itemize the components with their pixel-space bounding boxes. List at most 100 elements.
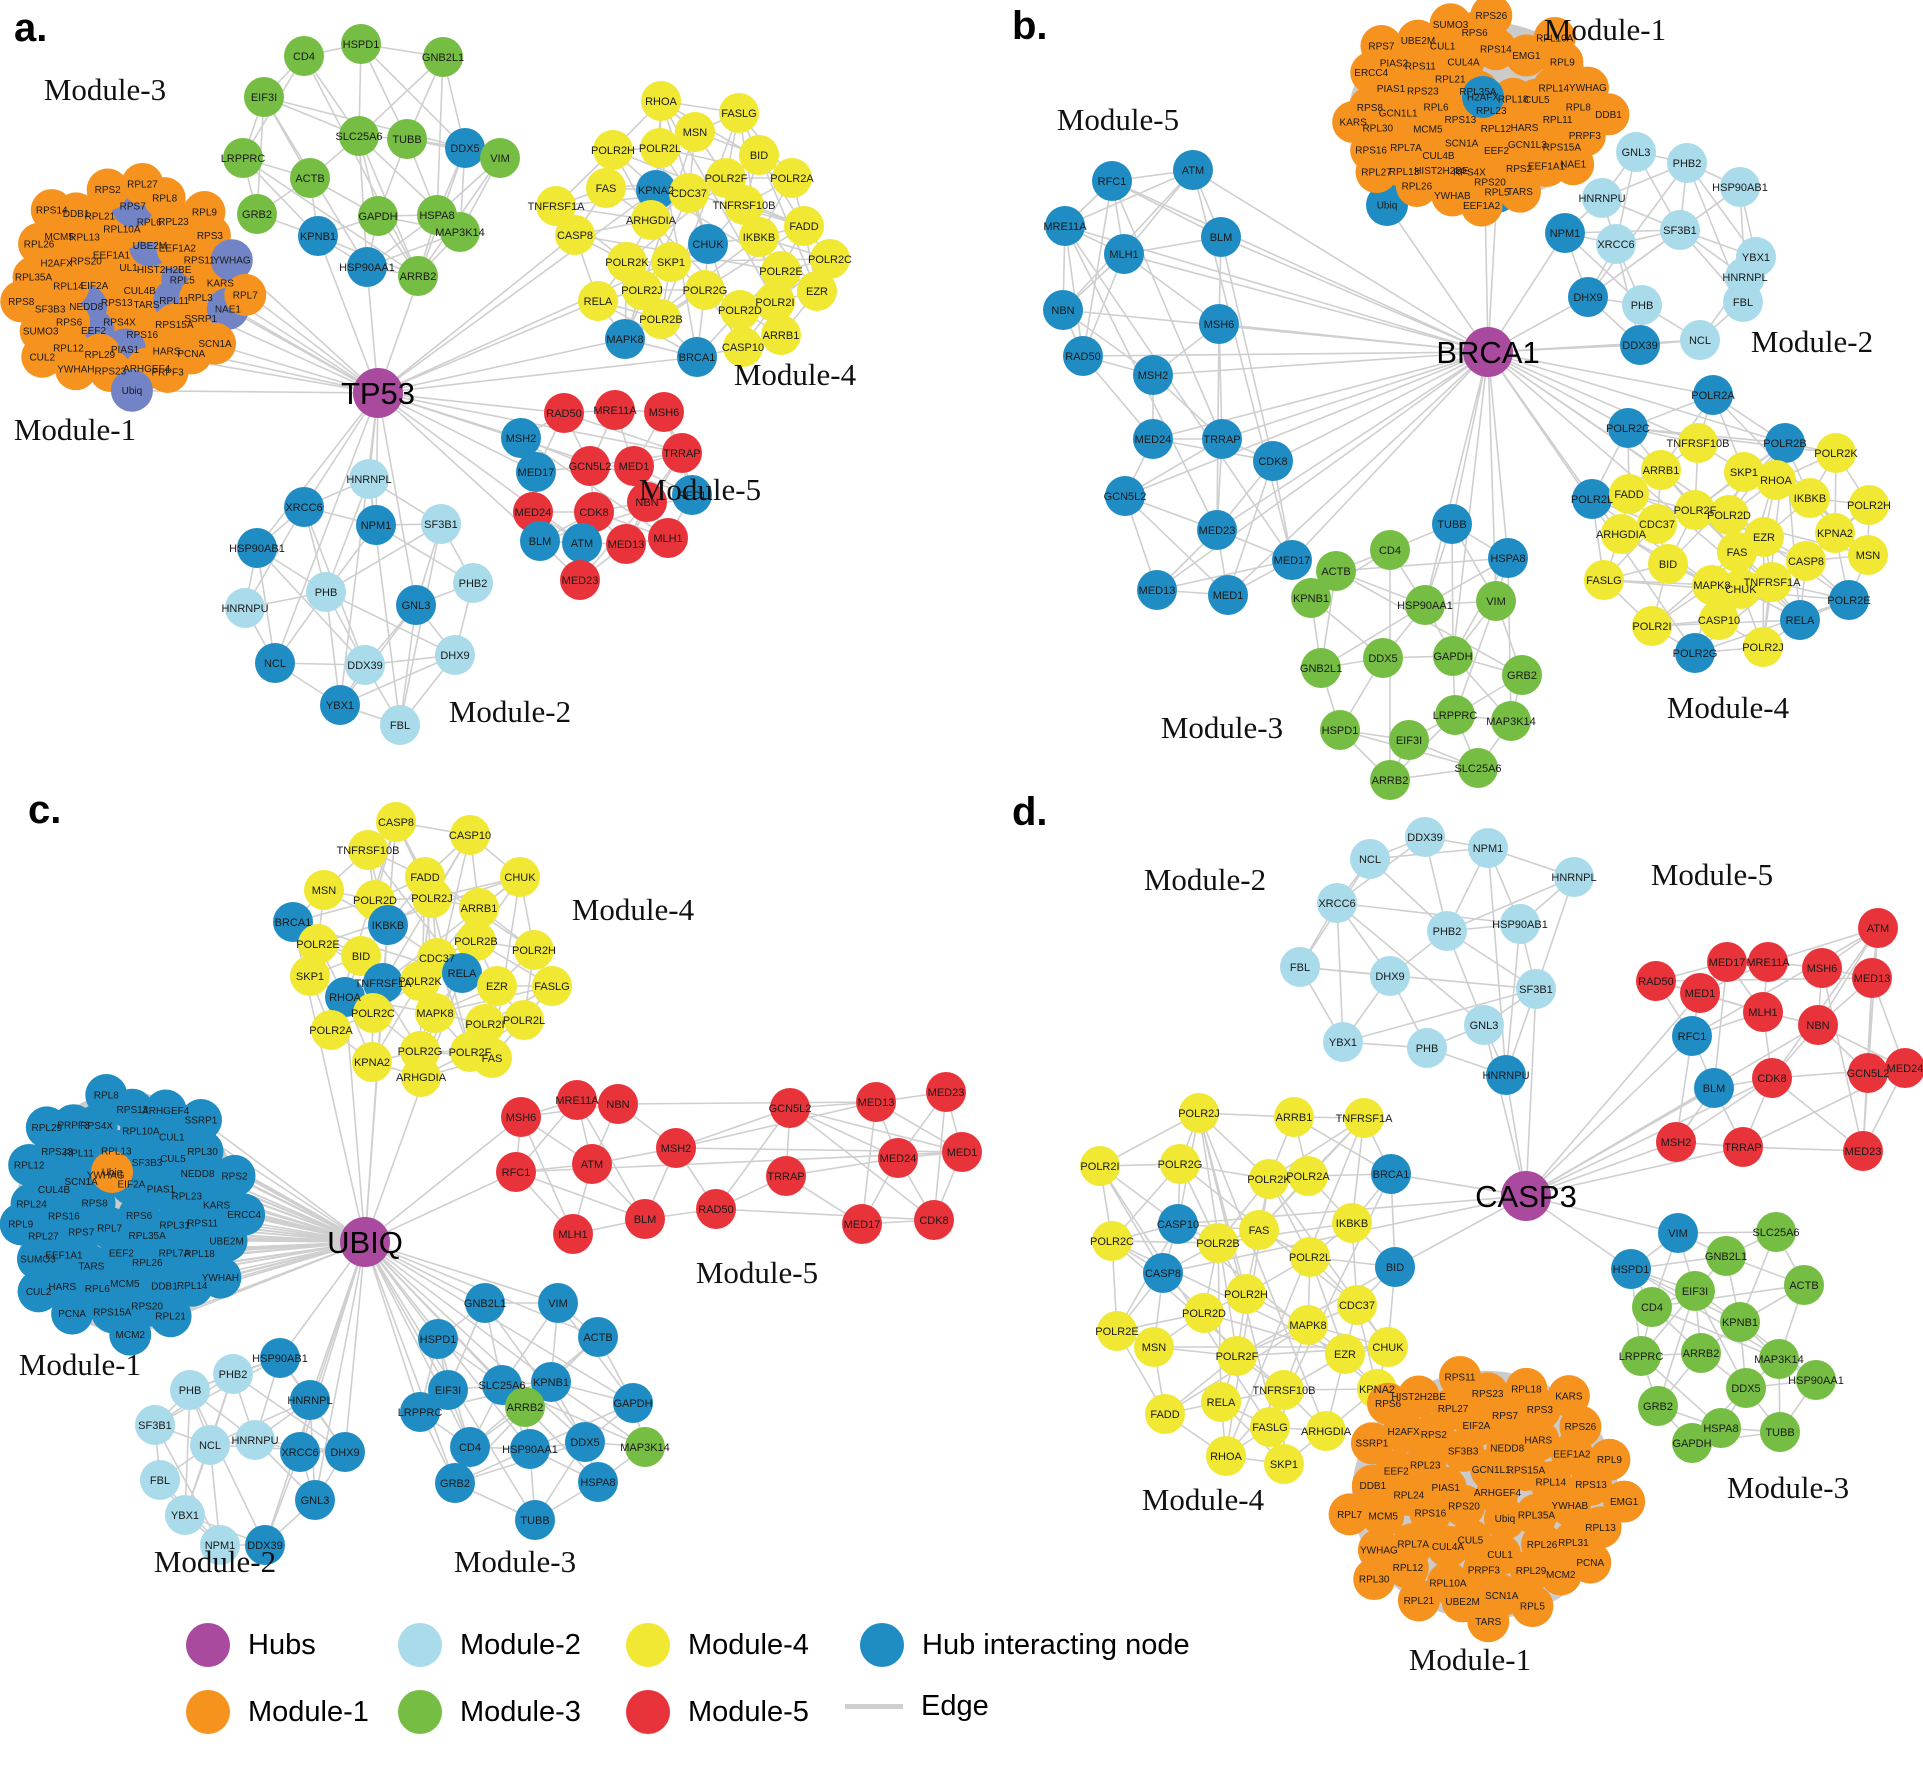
node-ARRB1 xyxy=(459,888,499,928)
node-TRRAP xyxy=(1202,419,1242,459)
node-POLR2G xyxy=(685,270,725,310)
edge xyxy=(1064,169,1194,227)
node-label: SF3B3 xyxy=(1448,1446,1479,1457)
node-label: RFC1 xyxy=(1098,176,1127,188)
node-label: GAPDH xyxy=(1433,651,1472,663)
node-label: SLC25A6 xyxy=(1752,1227,1799,1239)
node-label: POLR2I xyxy=(1632,621,1671,633)
edge xyxy=(382,876,521,984)
node-HNRNPU xyxy=(225,588,265,628)
node-label: POLR2F xyxy=(1216,1351,1259,1363)
node-label: POLR2G xyxy=(1673,648,1718,660)
hub-edge xyxy=(364,1241,634,1404)
node-POLR2E xyxy=(1829,580,1869,620)
node-GCN5L2 xyxy=(1848,1053,1888,1093)
node-label: RELA xyxy=(584,296,613,308)
node-label: RPL5 xyxy=(170,275,195,286)
node-label: ATM xyxy=(581,1159,603,1171)
panel-letter-a: a. xyxy=(14,6,48,50)
node-ACTB xyxy=(1316,551,1356,591)
node-HARS xyxy=(1517,1419,1560,1462)
node-RPL9 xyxy=(1588,1438,1631,1481)
node-label: DHX9 xyxy=(440,650,469,662)
node-label: GNL3 xyxy=(301,1495,330,1507)
node-label: ARRB1 xyxy=(763,330,800,342)
node-label: GCN1L3 xyxy=(1508,140,1547,151)
node-MLH1 xyxy=(648,518,688,558)
node-label: POLR2F xyxy=(1674,505,1717,517)
node-POLR2H xyxy=(593,130,633,170)
node-RHOA xyxy=(1206,1436,1246,1476)
node-POLR2A xyxy=(1288,1156,1328,1196)
node-GAPDH xyxy=(1672,1423,1712,1463)
node-label: LRPPRC xyxy=(1619,1351,1664,1363)
node-CASP10 xyxy=(723,327,763,367)
node-MED1 xyxy=(614,446,654,486)
hub-node-TP53 xyxy=(353,368,403,418)
node-ACTB xyxy=(290,158,330,198)
node-label: HSP90AB1 xyxy=(252,1353,308,1365)
node-label: RPL7A xyxy=(159,1248,191,1259)
node-label: RPS6 xyxy=(56,318,83,329)
node-GCN5L2 xyxy=(1105,476,1145,516)
node-label: ARRB2 xyxy=(1683,1348,1720,1360)
hub-edge xyxy=(1483,1024,1527,1197)
node-POLR2J xyxy=(412,878,452,918)
node-HSP90AA1 xyxy=(1405,585,1445,625)
node-label: RPL11 xyxy=(1543,115,1573,126)
hub-edge xyxy=(364,1241,552,1383)
node-label: GCN5L2 xyxy=(769,1103,812,1115)
node-label: GRB2 xyxy=(1507,670,1537,682)
node-label: RPL6 xyxy=(1423,102,1448,113)
node-RPL29 xyxy=(25,1106,68,1149)
node-ARRB2 xyxy=(1370,760,1410,800)
module-label-module-3: Module-3 xyxy=(1727,1470,1849,1505)
node-label: POLR2A xyxy=(1286,1171,1330,1183)
node-label: HARS xyxy=(1524,1436,1552,1447)
node-label: MAPK8 xyxy=(606,334,643,346)
node-label: POLR2A xyxy=(309,1025,353,1037)
node-label: POLR2J xyxy=(1742,642,1784,654)
node-MSN xyxy=(1134,1327,1174,1367)
node-label: CASP8 xyxy=(557,230,593,242)
node-label: POLR2L xyxy=(503,1015,545,1027)
node-RAD50 xyxy=(696,1189,736,1229)
node-label: DDX39 xyxy=(1622,340,1657,352)
node-FADD xyxy=(784,206,824,246)
hub-edge xyxy=(1386,204,1489,353)
node-label: RPL30 xyxy=(187,1147,218,1158)
node-label: MSH6 xyxy=(1807,963,1838,975)
node-POLR2B xyxy=(1765,423,1805,463)
node-label: PIAS1 xyxy=(147,1185,176,1196)
node-TNFRSF10B xyxy=(348,830,388,870)
hub-edge xyxy=(1525,1195,1679,1234)
node-label: ARRB2 xyxy=(1372,775,1409,787)
node-label: SUMO3 xyxy=(23,327,59,338)
node-label: EIF3I xyxy=(1682,1286,1708,1298)
node-label: PHB xyxy=(315,587,338,599)
node-label: FBL xyxy=(150,1475,170,1487)
node-label: RPS4X xyxy=(103,318,136,329)
node-label: RPL5 xyxy=(1484,188,1509,199)
edge xyxy=(1336,902,1485,1026)
node-label: EMG1 xyxy=(1512,51,1541,62)
panel-b-top: Module-5 Module-1 Module-2 Module-4 Module-3… xyxy=(1057,12,1873,745)
node-RPL8 xyxy=(85,1074,128,1117)
node-label: HSPD1 xyxy=(1613,1264,1650,1276)
edge xyxy=(1064,225,1293,561)
module-label-module-1: Module-1 xyxy=(14,412,136,447)
module-label-module-4: Module-4 xyxy=(734,357,857,392)
node-GNL3 xyxy=(295,1480,335,1520)
node-label: MCM2 xyxy=(1546,1570,1576,1581)
node-label: GNB2L1 xyxy=(422,52,464,64)
node-label: BLM xyxy=(529,536,552,548)
node-label: RPL29 xyxy=(85,350,116,361)
node-label: POLR2E xyxy=(1827,595,1870,607)
node-MED23 xyxy=(1843,1131,1883,1171)
node-ARHGDIA xyxy=(631,200,671,240)
node-label: TNFRSF1A xyxy=(528,201,586,213)
node-TUBB xyxy=(387,119,427,159)
node-RPS6 xyxy=(1367,1382,1410,1425)
node-RFC1 xyxy=(496,1152,536,1192)
module-label-module-2: Module-2 xyxy=(1144,862,1266,897)
